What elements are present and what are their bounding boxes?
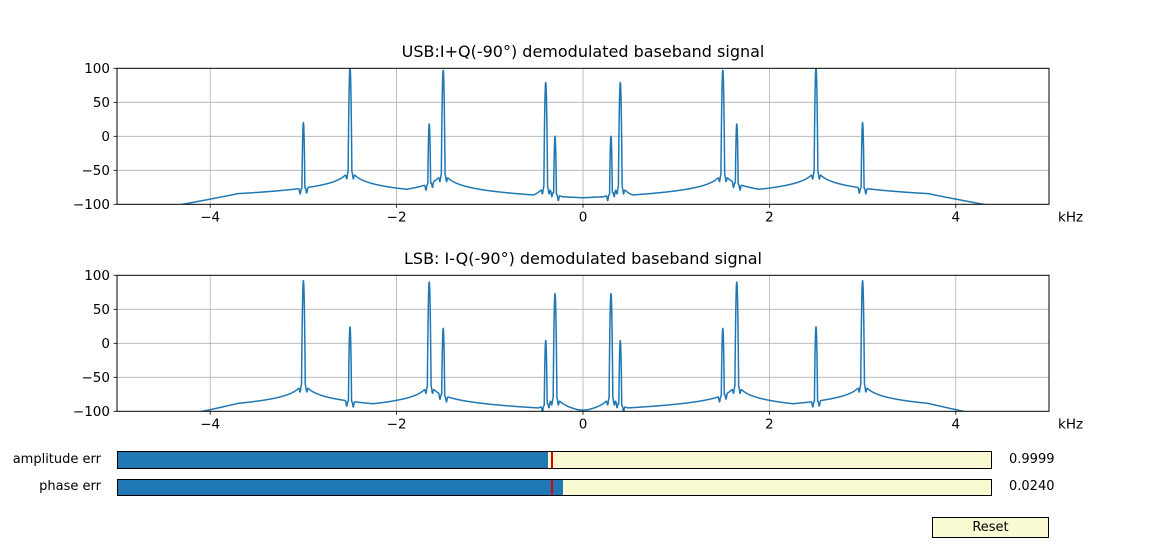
svg-text:0: 0	[101, 129, 110, 145]
svg-text:50: 50	[93, 302, 110, 318]
svg-text:kHz: kHz	[1058, 416, 1083, 432]
phase-err-slider[interactable]	[117, 479, 992, 496]
svg-text:0: 0	[101, 336, 110, 352]
svg-text:−2: −2	[387, 209, 407, 225]
svg-text:−4: −4	[200, 209, 220, 225]
svg-text:50: 50	[93, 95, 110, 111]
amplitude-err-slider-init-marker	[551, 452, 554, 468]
svg-text:2: 2	[765, 416, 774, 432]
phase-err-slider-value: 0.0240	[1009, 479, 1055, 494]
phase-err-slider-fill	[118, 480, 564, 495]
amplitude-err-slider[interactable]	[117, 451, 992, 469]
lsb-chart-title: LSB: I-Q(-90°) demodulated baseband sign…	[404, 249, 762, 268]
svg-text:100: 100	[84, 268, 110, 284]
amplitude-err-slider-value: 0.9999	[1009, 452, 1055, 467]
amplitude-err-slider-fill	[118, 452, 549, 468]
phase-err-slider-init-marker	[551, 480, 554, 495]
reset-button[interactable]: Reset	[932, 517, 1049, 538]
svg-text:4: 4	[952, 416, 961, 432]
svg-text:4: 4	[952, 209, 961, 225]
phase-err-slider-label: phase err	[39, 479, 101, 494]
usb-chart-title: USB:I+Q(-90°) demodulated baseband signa…	[401, 42, 765, 61]
lsb-spectrum-chart: −4 −2 0 2 4 100 50 0 −50 −100 kHz	[73, 268, 1083, 432]
amplitude-err-slider-label: amplitude err	[12, 452, 101, 467]
svg-text:0: 0	[579, 416, 588, 432]
svg-text:2: 2	[765, 209, 774, 225]
usb-spectrum-chart: −4 −2 0 2 4 100 50 0 −50 −100 kHz	[73, 61, 1083, 225]
svg-text:−100: −100	[73, 404, 110, 420]
svg-text:0: 0	[579, 209, 588, 225]
svg-text:−50: −50	[82, 163, 111, 179]
svg-text:100: 100	[84, 61, 110, 77]
svg-text:−2: −2	[387, 416, 407, 432]
svg-text:kHz: kHz	[1058, 209, 1083, 225]
svg-text:−100: −100	[73, 197, 110, 213]
svg-text:−4: −4	[200, 416, 220, 432]
svg-text:−50: −50	[82, 370, 111, 386]
